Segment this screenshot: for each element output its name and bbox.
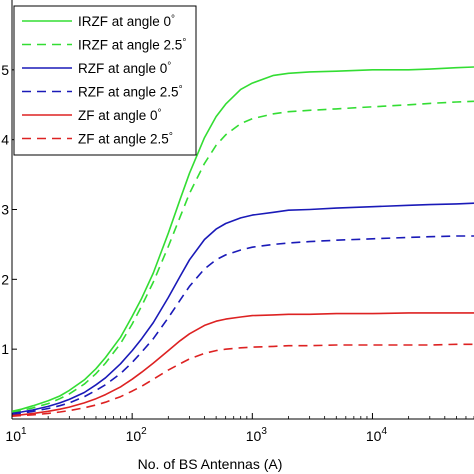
x-tick-label-0: 101 [5,426,27,444]
x-tick-label-3: 104 [366,426,388,444]
series-line-1 [11,100,474,414]
legend-label-4: ZF at angle 0° [78,108,162,123]
legend-box [13,5,197,156]
x-tick-label-1: 102 [126,426,148,444]
series-line-0 [11,66,474,413]
legend-label-1: IRZF at angle 2.5° [78,38,186,53]
x-tick-label-2: 103 [246,426,268,444]
axis-ticks: 101 102 103 104 1 2 3 4 5 [1,62,474,444]
legend-label-3: RZF at angle 2.5° [78,85,183,100]
y-tick-label-2: 3 [1,202,9,218]
legend-label-2: RZF at angle 0° [78,61,171,76]
legend-label-0: IRZF at angle 0° [78,14,175,29]
legend-label-5: ZF at angle 2.5° [78,132,173,147]
y-tick-label-4: 5 [1,62,9,78]
y-tick-label-0: 1 [1,341,9,357]
plot-area [11,66,474,417]
series-line-4 [11,312,474,417]
series-line-3 [11,235,474,416]
legend: IRZF at angle 0° IRZF at angle 2.5° RZF at… [13,5,197,156]
series-line-2 [11,202,474,415]
series-line-5 [11,343,474,417]
x-axis-label: No. of BS Antennas (A) [138,456,283,472]
y-tick-label-3: 4 [1,132,9,148]
y-tick-label-1: 2 [1,271,9,287]
